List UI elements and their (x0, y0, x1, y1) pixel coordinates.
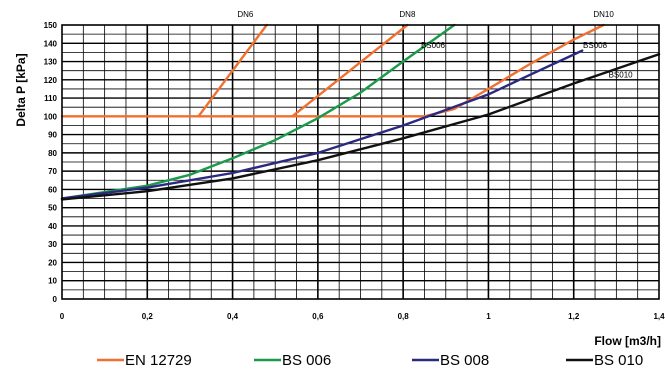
y-tick-label: 30 (48, 240, 57, 249)
y-tick-label: 60 (48, 185, 57, 194)
annotation-label: BS010 (609, 70, 634, 79)
y-tick-label: 0 (53, 295, 58, 304)
series-line-en-12729 (291, 23, 605, 118)
minor-grid (62, 25, 659, 299)
series-line-bs-006 (60, 23, 456, 200)
y-tick-label: 80 (48, 149, 57, 158)
annotation-label: DN10 (593, 10, 614, 19)
y-tick-label: 10 (48, 277, 57, 286)
y-tick-label: 150 (44, 21, 58, 30)
annotations: DN6 DN8 DN10 BS006 BS008 BS010 (237, 10, 633, 79)
annotation-label: DN6 (237, 10, 254, 19)
y-tick-label: 140 (44, 39, 58, 48)
y-tick-label: 50 (48, 204, 57, 213)
y-tick-label: 120 (44, 76, 58, 85)
x-tick-label: 1 (486, 312, 491, 321)
y-tick-label: 130 (44, 58, 58, 67)
y-axis-title: Delta P [kPa] (14, 53, 28, 126)
legend: EN 12729 BS 006 BS 008 BS 010 (97, 352, 643, 369)
series-line-bs-010 (60, 53, 661, 201)
legend-label-bs-010: BS 010 (594, 352, 643, 369)
legend-label-bs-008: BS 008 (440, 352, 489, 369)
series-line-bs-008 (60, 49, 584, 200)
x-tick-label: 0,4 (227, 312, 239, 321)
y-tick-label: 110 (44, 94, 57, 103)
annotation-label: BS006 (421, 41, 446, 50)
x-tick-label: 1,4 (653, 312, 665, 321)
x-tick-label: 0,2 (142, 312, 154, 321)
x-axis-ticks: 0 0,2 0,4 0,6 0,8 1 1,2 1,4 (60, 312, 665, 321)
x-tick-label: 0 (60, 312, 65, 321)
annotation-label: BS008 (583, 41, 608, 50)
y-tick-label: 100 (44, 112, 58, 121)
y-tick-label: 40 (48, 222, 57, 231)
x-tick-label: 0,8 (398, 312, 410, 321)
legend-label-en-12729: EN 12729 (125, 352, 192, 369)
y-tick-label: 90 (48, 131, 57, 140)
annotation-label: DN8 (399, 10, 416, 19)
y-tick-label: 70 (48, 167, 57, 176)
y-tick-label: 20 (48, 258, 57, 267)
plot-frame (61, 24, 660, 300)
y-axis-ticks: 0 10 20 30 40 50 60 70 80 90 100 110 120 130 140 150 (44, 21, 58, 304)
legend-label-bs-006: BS 006 (282, 352, 331, 369)
x-tick-label: 0,6 (312, 312, 324, 321)
x-axis-title: Flow [m3/h] (594, 334, 661, 348)
x-tick-label: 1,2 (568, 312, 580, 321)
series-layer (60, 23, 661, 201)
